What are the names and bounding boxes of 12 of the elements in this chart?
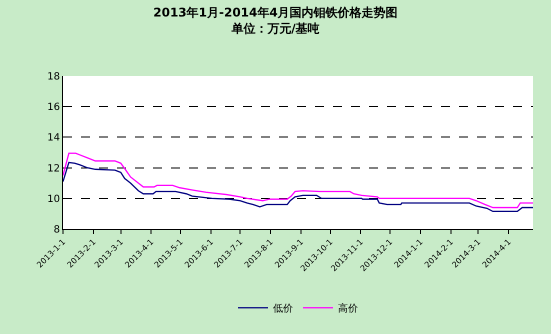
- y-tick-label: 18: [47, 72, 60, 82]
- line-series: [63, 162, 533, 212]
- y-tick-label: 12: [47, 163, 60, 174]
- y-tick-label: 14: [47, 132, 60, 144]
- chart-title: 2013年1月-2014年4月国内钼铁价格走势图: [153, 6, 398, 20]
- y-tick-label: 8: [54, 224, 60, 236]
- legend-label: 高价: [338, 302, 358, 315]
- y-tick-label: 10: [47, 194, 60, 205]
- legend-label: 低价: [273, 302, 293, 315]
- y-tick-label: 16: [47, 102, 60, 114]
- chart-subtitle: 单位：万元/基吨: [230, 21, 320, 36]
- line-series: [63, 152, 533, 208]
